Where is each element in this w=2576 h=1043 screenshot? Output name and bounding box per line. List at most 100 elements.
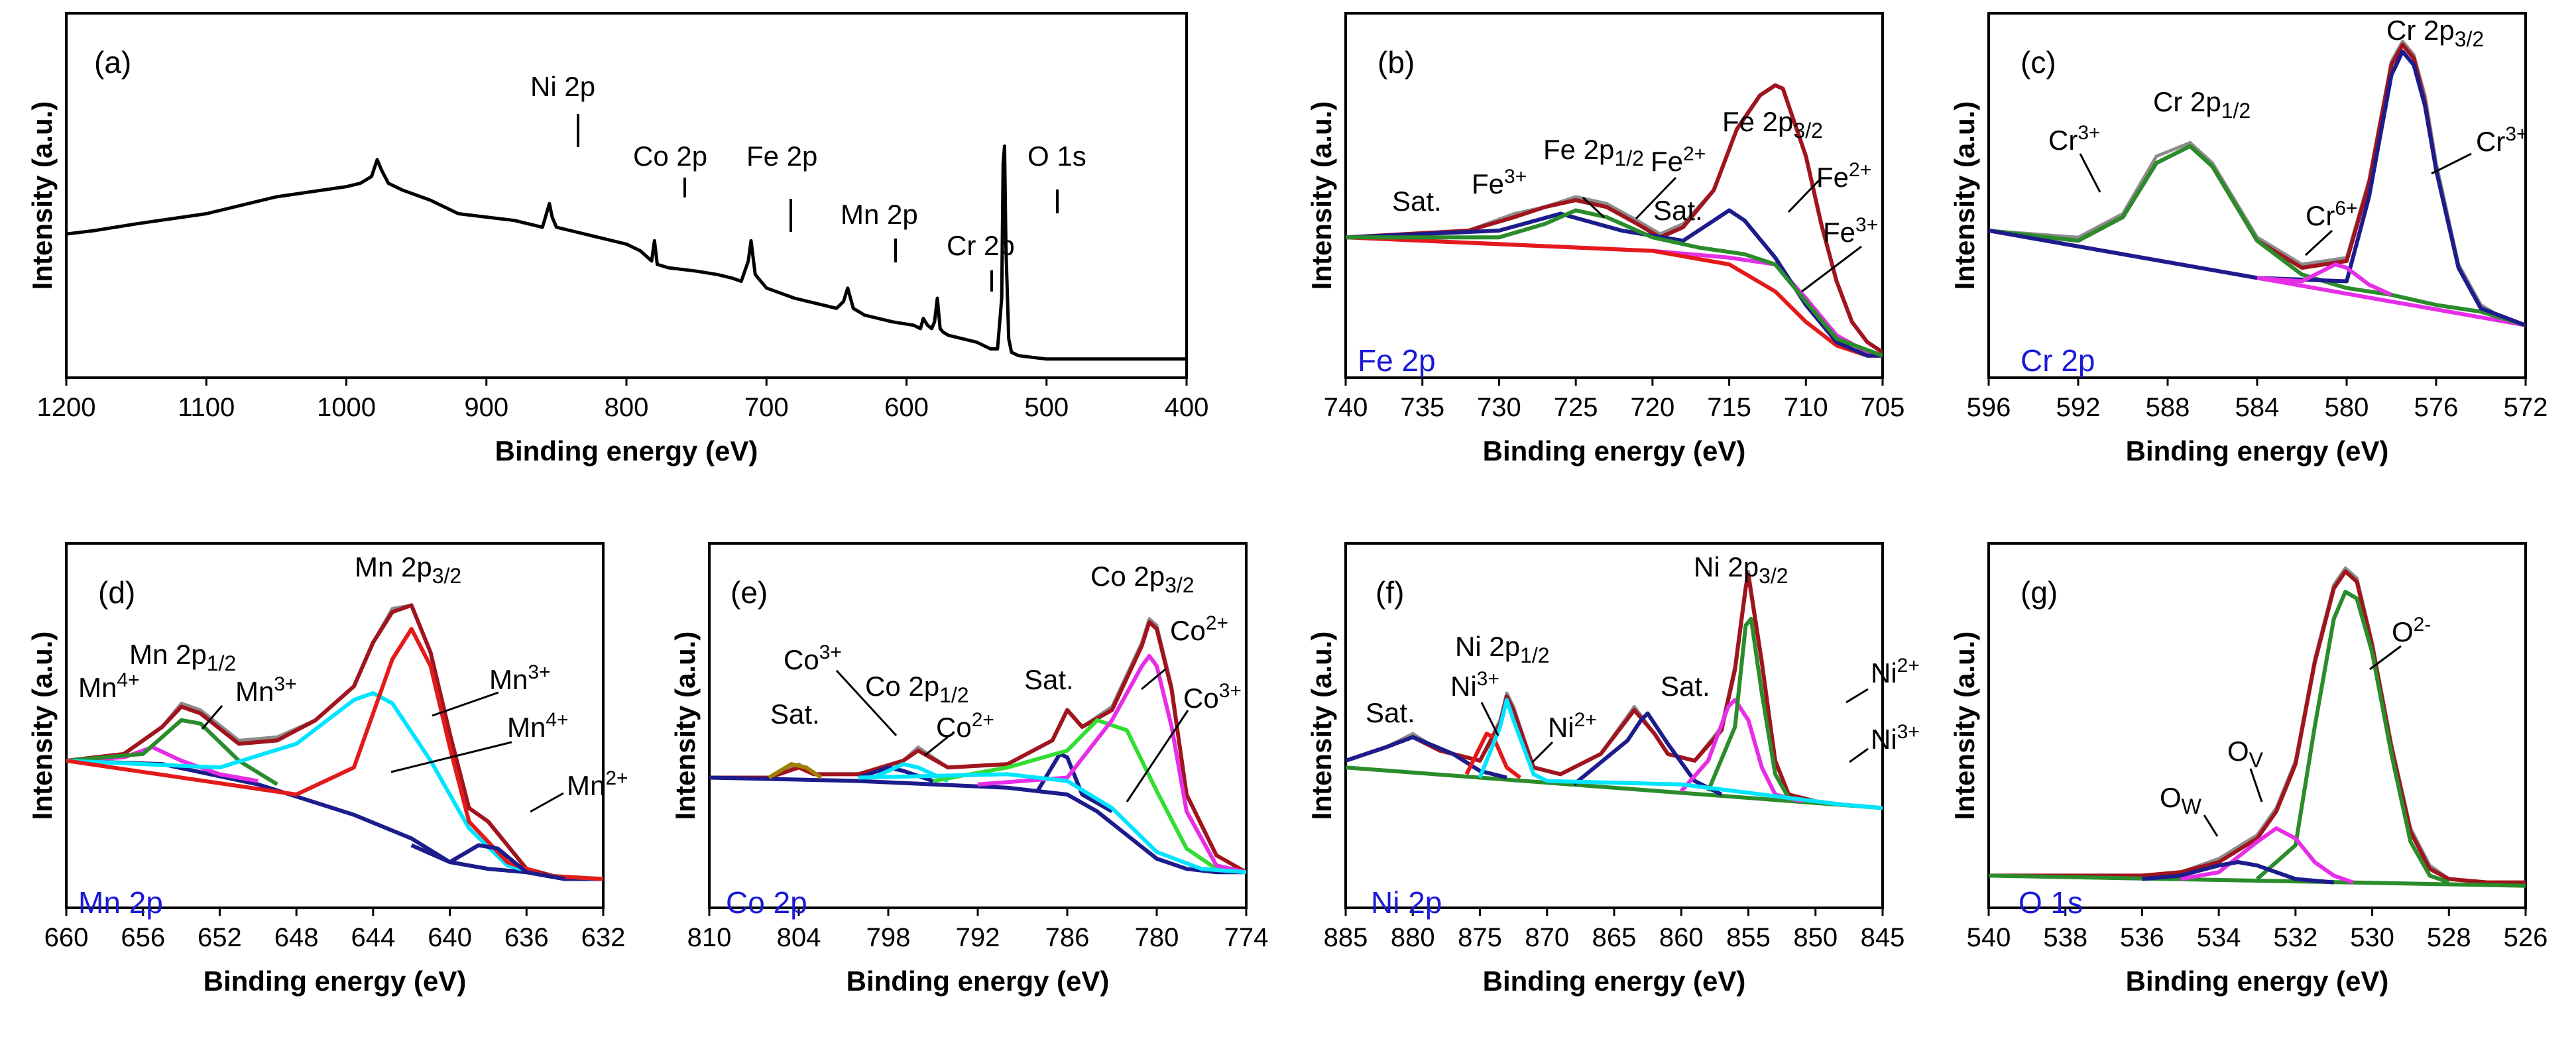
x-tick-label: 774 xyxy=(1224,923,1269,952)
x-tick-label: 572 xyxy=(2504,393,2548,422)
cr3plus-label-1: Cr3+ xyxy=(2048,122,2101,156)
x-tick-label: 804 xyxy=(777,923,821,952)
series-sat- xyxy=(768,762,823,780)
x-tick-label: 534 xyxy=(2197,923,2241,952)
x-tick-label: 1100 xyxy=(178,393,235,422)
co2plus-label-1: Co2+ xyxy=(936,709,994,743)
series-fit xyxy=(1989,42,2526,327)
panels: 1200 1100 1000 900 800 700 600 500 400 Binding en… xyxy=(27,12,2548,997)
x-tick-label: 740 xyxy=(1324,393,1368,422)
x-tick-label: 596 xyxy=(1967,393,2011,422)
x-tick-label: 720 xyxy=(1630,393,1674,422)
panel-f-label: (f) xyxy=(1376,575,1404,610)
x-tick-label: 780 xyxy=(1135,923,1179,952)
x-axis-label: Binding energy (eV) xyxy=(495,435,758,467)
series-ov xyxy=(2180,826,2354,885)
series-fit xyxy=(66,603,603,881)
x-tick-label: 636 xyxy=(504,923,549,952)
x-tick-label: 792 xyxy=(956,923,1000,952)
x-tick-label: 885 xyxy=(1324,923,1368,952)
x-tick-label: 640 xyxy=(428,923,472,952)
x-tick-label: 798 xyxy=(866,923,911,952)
fe2plus-label-1: Fe2+ xyxy=(1651,143,1706,177)
series-fit xyxy=(1989,569,2526,885)
x-axis-label: Binding energy (eV) xyxy=(847,965,1110,997)
x-tick-label: 536 xyxy=(2120,923,2164,952)
mn4plus-label-1: Mn4+ xyxy=(78,669,140,703)
x-tick-label: 584 xyxy=(2235,393,2280,422)
cr6plus-label: Cr6+ xyxy=(2306,197,2358,231)
series-group xyxy=(709,617,1246,875)
panel-e-label: (e) xyxy=(731,575,768,610)
series-co2-2p3-2- xyxy=(932,718,1246,875)
ni-2p12-label: Ni 2p1/2 xyxy=(1455,631,1550,667)
co2plus-label-2: Co2+ xyxy=(1170,612,1228,646)
x-tick-label: 855 xyxy=(1726,923,1771,952)
x-tick-label: 860 xyxy=(1659,923,1704,952)
series-co3-2p3-2- xyxy=(977,653,1246,875)
series-ni2-2p3-2- xyxy=(1706,616,1790,799)
x-tick-label: 580 xyxy=(2325,393,2369,422)
panel-c-region-label: Cr 2p xyxy=(2020,343,2095,378)
panel-a-frame xyxy=(65,12,1188,379)
mn2plus-label: Mn2+ xyxy=(567,767,628,801)
series-cr3-cr-2p1-2- xyxy=(1989,144,2526,327)
fe-2p32-label: Fe 2p3/2 xyxy=(1722,106,1823,142)
series-co-2p3-2-sat- xyxy=(1035,751,1113,814)
fe3plus-label-1: Fe3+ xyxy=(1472,166,1527,199)
panel-a: 1200 1100 1000 900 800 700 600 500 400 Binding en… xyxy=(27,12,1208,467)
series-cr6- xyxy=(2256,262,2392,297)
cr-2p12-label: Cr 2p1/2 xyxy=(2153,86,2251,123)
x-tick-label: 705 xyxy=(1861,393,1905,422)
cr-2p32-label: Cr 2p3/2 xyxy=(2386,15,2484,51)
x-tick-label: 710 xyxy=(1784,393,1828,422)
fe2plus-label-2: Fe2+ xyxy=(1816,159,1871,193)
series-sat-2p3-2- xyxy=(1572,711,1723,796)
ov-label: OV xyxy=(2227,736,2264,772)
x-tick-label: 526 xyxy=(2504,923,2548,952)
x-tick-label: 850 xyxy=(1793,923,1838,952)
series-fit xyxy=(1346,573,1883,810)
ni3plus-label-1: Ni3+ xyxy=(1450,668,1499,702)
series-cr3-cr-2p3-2- xyxy=(1989,49,2526,327)
panel-c: 596 592 588 584 580 576 572 Binding energy (eV)… xyxy=(1949,12,2548,467)
x-tick-label: 1200 xyxy=(37,393,96,422)
panel-b-frame xyxy=(1344,12,1884,379)
panel-b: 740 735 730 725 720 715 710 705 Binding energy (… xyxy=(1306,12,1905,467)
series-group xyxy=(66,144,1187,361)
panel-d: 660 656 652 648 644 640 636 632 Binding energy (… xyxy=(27,542,625,997)
panel-d-annotations xyxy=(201,691,564,813)
y-axis-label: Intensity (a.u.) xyxy=(670,631,701,820)
fe-2p12-label: Fe 2p1/2 xyxy=(1543,134,1644,170)
x-tick-label: 845 xyxy=(1861,923,1905,952)
x-axis-label: Binding energy (eV) xyxy=(1483,435,1746,467)
panel-d-region-label: Mn 2p xyxy=(78,885,163,920)
x-tick-label: 500 xyxy=(1024,393,1069,422)
panel-g-frame xyxy=(1987,542,2527,909)
x-tick-label: 865 xyxy=(1592,923,1637,952)
series-group xyxy=(1989,39,2526,327)
x-tick-label: 530 xyxy=(2350,923,2394,952)
y-axis-label: Intensity (a.u.) xyxy=(27,631,58,820)
series-ni2-2p1-2- xyxy=(1478,698,1549,783)
x-tick-label: 660 xyxy=(44,923,89,952)
x-tick-label: 810 xyxy=(687,923,732,952)
panel-b-region-label: Fe 2p xyxy=(1358,343,1436,378)
x-axis-label: Binding energy (eV) xyxy=(204,965,467,997)
ni3plus-label-2: Ni3+ xyxy=(1871,721,1920,755)
series-sat-2p1-2- xyxy=(1346,735,1507,780)
panel-e: 810 804 798 792 786 780 774 Binding energy (eV)… xyxy=(670,542,1269,997)
series-group xyxy=(1346,569,1883,810)
panel-f-region-label: Ni 2p xyxy=(1371,885,1442,920)
x-tick-label: 875 xyxy=(1458,923,1502,952)
series-survey xyxy=(66,144,1187,361)
panel-b-label: (b) xyxy=(1377,45,1415,80)
panel-a-annotations xyxy=(577,114,1059,292)
co-sat-label-2: Sat. xyxy=(1024,664,1074,695)
y-axis-label: Intensity (a.u.) xyxy=(27,101,58,290)
panel-b-annotations xyxy=(1582,176,1862,293)
x-tick-label: 870 xyxy=(1525,923,1569,952)
x-tick-label: 730 xyxy=(1477,393,1521,422)
series-ow xyxy=(2142,860,2334,885)
